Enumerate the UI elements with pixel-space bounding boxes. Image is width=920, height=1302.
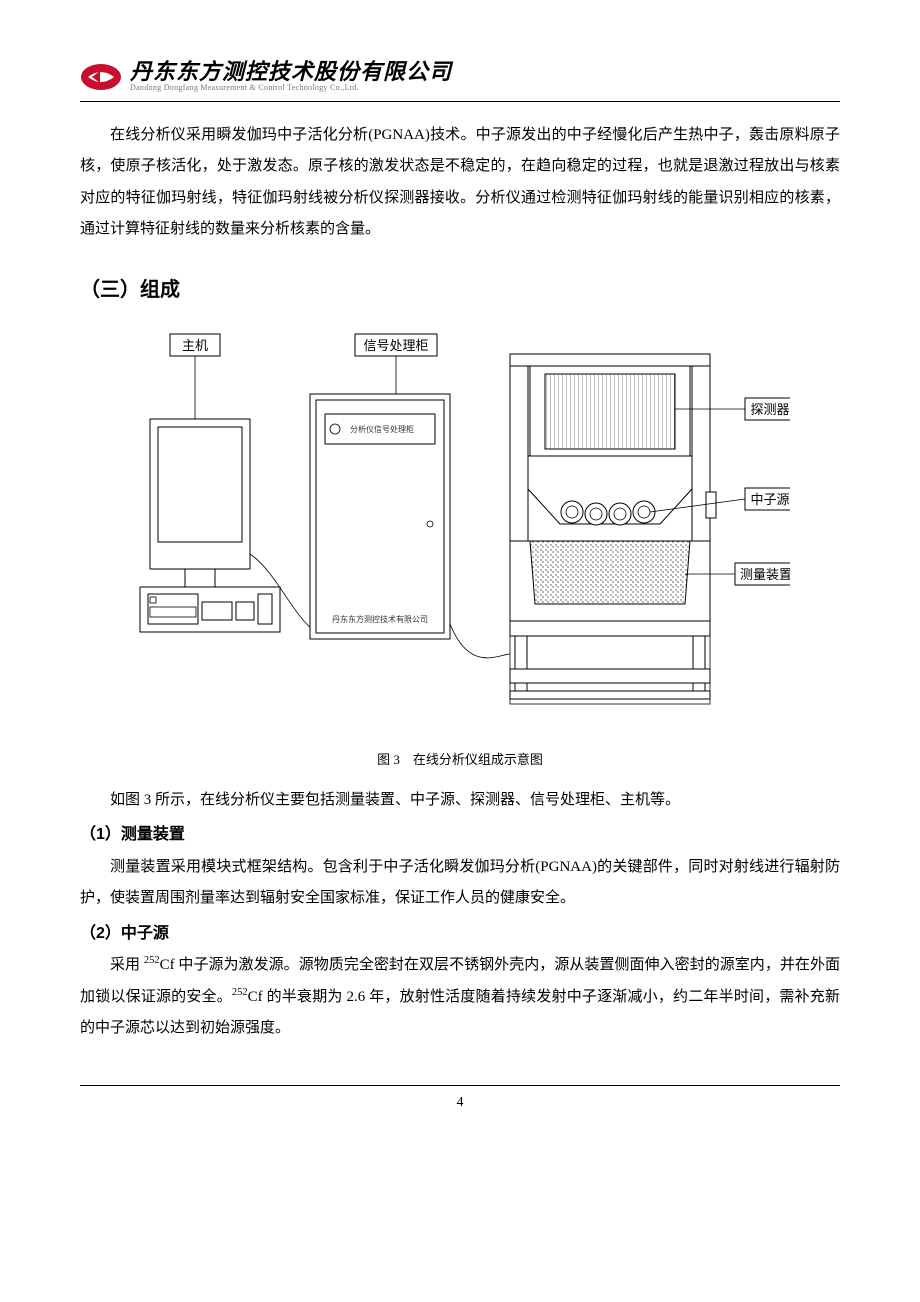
cabinet-footer-text: 丹东东方测控技术有限公司 <box>332 614 428 624</box>
intro-paragraph: 在线分析仪采用瞬发伽玛中子活化分析(PGNAA)技术。中子源发出的中子经慢化后产… <box>80 120 840 246</box>
figure-3: 主机 信号处理柜 分析仪信号处理柜 丹东东方测控技术有限公司 <box>80 324 840 732</box>
diagram-label-host: 主机 <box>182 338 208 353</box>
company-name-en: Dandong Dongfang Measurement & Control T… <box>130 82 452 95</box>
page-number: 4 <box>457 1095 464 1110</box>
system-diagram-icon: 主机 信号处理柜 分析仪信号处理柜 丹东东方测控技术有限公司 <box>130 324 790 724</box>
company-name-block: 丹东东方测控技术股份有限公司 Dandong Dongfang Measurem… <box>130 60 452 95</box>
subsection-2-heading: （2）中子源 <box>80 921 840 947</box>
figure-3-description: 如图 3 所示，在线分析仪主要包括测量装置、中子源、探测器、信号处理柜、主机等。 <box>80 785 840 817</box>
page-footer: 4 <box>80 1085 840 1114</box>
company-logo-icon <box>80 63 122 91</box>
subsection-1-body: 测量装置采用模块式框架结构。包含利于中子活化瞬发伽玛分析(PGNAA)的关键部件… <box>80 852 840 915</box>
section-3-heading: （三）组成 <box>80 274 840 306</box>
diagram-label-cabinet: 信号处理柜 <box>363 338 428 353</box>
company-name-cn: 丹东东方测控技术股份有限公司 <box>130 60 452 84</box>
diagram-label-detector: 探测器 <box>750 402 789 417</box>
isotope-252-a: 252 <box>144 955 160 966</box>
subsection-1-heading: （1）测量装置 <box>80 822 840 848</box>
page-header: 丹东东方测控技术股份有限公司 Dandong Dongfang Measurem… <box>80 60 840 102</box>
subsection-2-body: 采用 252Cf 中子源为激发源。源物质完全密封在双层不锈钢外壳内，源从装置侧面… <box>80 950 840 1045</box>
isotope-252-b: 252 <box>232 987 248 998</box>
diagram-label-source: 中子源 <box>750 492 789 507</box>
cabinet-panel-text: 分析仪信号处理柜 <box>350 424 414 434</box>
figure-3-caption: 图 3 在线分析仪组成示意图 <box>80 750 840 771</box>
sub2-text-a: 采用 <box>110 957 144 973</box>
diagram-label-measure: 测量装置 <box>740 567 790 582</box>
